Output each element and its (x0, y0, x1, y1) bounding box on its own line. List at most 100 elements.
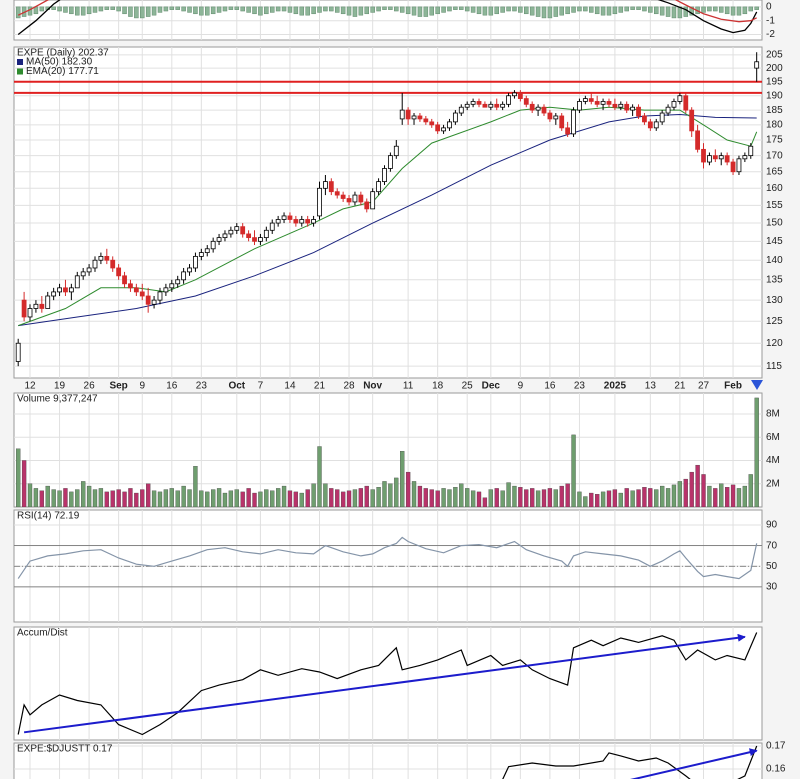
volume-bar (748, 474, 753, 507)
y-tick-label: 0.16 (766, 764, 786, 775)
x-tick-label: 26 (84, 381, 96, 392)
candle-body (317, 187, 322, 217)
candle-body (618, 103, 624, 108)
volume-bar (246, 488, 251, 507)
y-tick-label: 70 (766, 540, 778, 551)
y-tick-label: 120 (766, 338, 783, 349)
candle-body (222, 233, 228, 239)
volume-bar (630, 490, 635, 507)
volume-bar (69, 491, 74, 507)
histogram-bar (441, 6, 446, 13)
volume-bar (317, 446, 322, 507)
candle-body (541, 106, 547, 114)
candle-body (57, 287, 62, 293)
y-tick-label: 165 (766, 166, 783, 177)
histogram-bar (382, 6, 387, 10)
volume-bar (730, 484, 736, 507)
candle-body (263, 229, 269, 239)
y-tick-label: -2 (766, 29, 775, 40)
volume-bar (553, 489, 558, 507)
volume-bar (612, 489, 618, 507)
candle-body (110, 259, 116, 269)
volume-bar (228, 490, 234, 507)
x-tick-label: 19 (54, 381, 66, 392)
candle-body (588, 98, 594, 102)
candle-body (517, 92, 523, 99)
y-tick-label: 2M (766, 478, 780, 489)
histogram-bar (659, 6, 665, 16)
volume-bar (370, 489, 375, 507)
histogram-bar (435, 6, 440, 15)
candle-body (346, 198, 352, 203)
histogram-bar (169, 6, 175, 10)
volume-bar (547, 488, 553, 507)
candle-body (228, 229, 234, 235)
volume-bar (724, 487, 730, 507)
candle-body (671, 101, 677, 108)
x-tick-label: Nov (363, 381, 382, 392)
candle-body (659, 112, 665, 123)
series-line (17, 0, 757, 23)
volume-bar (51, 489, 56, 507)
candle-body (565, 127, 571, 135)
histogram-bar (405, 6, 411, 15)
y-tick-label: 125 (766, 316, 783, 327)
volume-bar (441, 488, 446, 507)
volume-bar (146, 483, 151, 507)
volume-bar (299, 492, 304, 507)
x-tick-label: 2025 (604, 381, 627, 392)
candle-body (748, 145, 754, 157)
candle-body (547, 112, 553, 120)
histogram-bar (689, 6, 694, 16)
volume-bar (323, 483, 328, 507)
histogram-bar (293, 6, 299, 15)
histogram-bar (376, 6, 381, 12)
volume-bar (281, 485, 287, 507)
volume-bar (400, 451, 405, 507)
candle-body (74, 275, 80, 289)
volume-bar (701, 474, 706, 507)
candle-body (441, 127, 446, 132)
volume-bar (157, 491, 163, 507)
candle-body (204, 248, 210, 253)
candle-body (600, 101, 606, 105)
histogram-bar (671, 6, 677, 19)
volume-bar (134, 492, 139, 507)
candle-body (116, 267, 122, 277)
candle-body (470, 101, 476, 105)
volume-bar (63, 488, 68, 507)
volume-bar (234, 489, 239, 507)
volume-bar (642, 487, 647, 507)
panel-frame (13, 392, 763, 508)
candle-body (417, 115, 423, 120)
histogram-bar (636, 6, 641, 10)
y-tick-label: 185 (766, 105, 783, 116)
x-tick-label: 23 (196, 381, 208, 392)
histogram-bar (80, 6, 86, 16)
y-tick-label: 115 (766, 361, 782, 372)
histogram-bar (447, 6, 452, 12)
volume-bar (293, 491, 299, 507)
candle-body (169, 283, 175, 289)
histogram-bar (713, 6, 718, 12)
y-tick-label: 30 (766, 582, 778, 593)
volume-bar (648, 488, 653, 507)
y-tick-label: 6M (766, 432, 780, 443)
candle-body (51, 291, 57, 297)
candle-body (39, 303, 45, 309)
volume-bar (459, 483, 464, 507)
candle-body (163, 287, 169, 293)
candle-body (281, 215, 287, 220)
volume-bar (606, 490, 612, 507)
volume-bar (654, 489, 659, 507)
x-tick-label: 16 (544, 381, 556, 392)
x-tick-label: 21 (314, 381, 326, 392)
histogram-bar (370, 6, 375, 13)
volume-bar (423, 488, 428, 507)
panel (17, 627, 758, 740)
candle-body (712, 155, 718, 160)
volume-bar (476, 491, 482, 507)
histogram-bar (193, 6, 198, 15)
candle-body (275, 219, 281, 224)
